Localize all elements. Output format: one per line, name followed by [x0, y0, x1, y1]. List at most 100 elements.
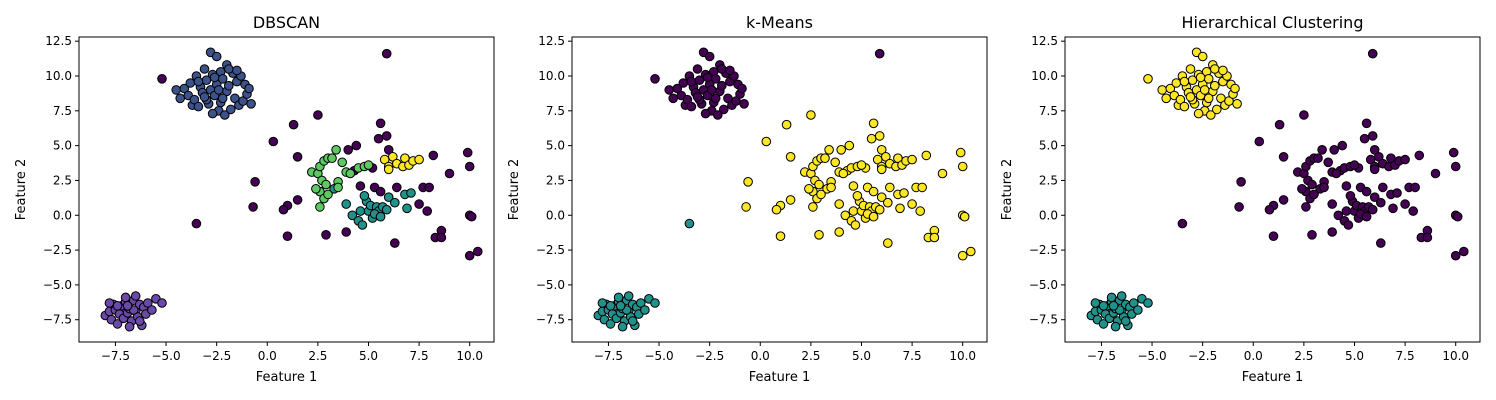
data-point [1129, 298, 1139, 308]
data-point [1274, 119, 1285, 130]
data-point [343, 145, 354, 155]
y-tick-label: 0.0 [546, 208, 565, 222]
series-5 [379, 152, 424, 175]
data-point [1367, 131, 1378, 141]
data-point [1230, 83, 1240, 94]
data-point [1210, 64, 1220, 74]
data-point [1110, 321, 1121, 332]
data-point [702, 72, 713, 83]
y-tick-label: −5.0 [536, 278, 565, 292]
data-point [1301, 202, 1311, 212]
data-point [874, 131, 885, 141]
data-point [179, 83, 190, 94]
data-point [605, 319, 616, 329]
data-point [383, 164, 394, 175]
data-point [719, 104, 729, 115]
data-point [213, 85, 224, 95]
data-point [692, 64, 703, 74]
data-point [650, 298, 660, 308]
data-point [1307, 230, 1317, 240]
y-tick-label: 5.0 [1039, 139, 1058, 153]
data-point [848, 206, 859, 216]
x-tick-label: 0.0 [1244, 349, 1263, 363]
data-point [1203, 93, 1214, 104]
data-point [957, 250, 968, 261]
data-point [868, 186, 879, 197]
data-point [1323, 157, 1333, 168]
data-point [345, 168, 356, 179]
data-point [840, 210, 851, 221]
data-point [1177, 218, 1188, 229]
data-point [775, 231, 786, 241]
data-point [874, 48, 885, 59]
data-point [650, 74, 660, 84]
data-point [1422, 232, 1433, 243]
data-point [1331, 168, 1342, 179]
x-tick-label: 10.0 [456, 349, 483, 363]
data-point [1090, 298, 1101, 308]
x-tick-label: 2.5 [801, 349, 820, 363]
data-point [1171, 78, 1182, 88]
data-point [355, 181, 366, 191]
y-tick-label: 12.5 [538, 34, 565, 48]
data-point [120, 292, 131, 303]
data-point [134, 316, 145, 326]
data-point [436, 232, 447, 243]
data-point [1116, 291, 1127, 301]
data-point [211, 51, 222, 62]
data-point [464, 161, 475, 172]
data-point [1143, 298, 1153, 308]
data-point [1143, 74, 1153, 84]
y-axis-label: Feature 2 [1000, 159, 1015, 221]
y-tick-label: −7.5 [43, 313, 72, 327]
x-axis-label: Feature 1 [256, 370, 318, 385]
data-point [623, 291, 634, 301]
data-point [1185, 92, 1196, 102]
data-point [686, 101, 697, 112]
data-point [957, 161, 968, 172]
data-point [613, 292, 624, 303]
data-point [414, 199, 424, 209]
data-point [706, 85, 717, 95]
data-point [1367, 204, 1378, 215]
data-point [678, 78, 689, 88]
y-tick-label: −5.0 [43, 278, 72, 292]
data-point [224, 64, 234, 74]
y-tick-label: 2.5 [53, 173, 72, 187]
data-point [1459, 246, 1469, 257]
series-2 [171, 47, 256, 120]
data-point [1299, 110, 1309, 120]
data-point [1408, 206, 1418, 216]
data-point [868, 211, 879, 222]
data-point [392, 182, 402, 193]
data-point [444, 168, 455, 179]
data-point [1161, 93, 1171, 104]
data-point [907, 199, 917, 209]
data-point [1236, 177, 1246, 187]
x-tick-label: 7.5 [903, 349, 922, 363]
x-tick-label: −2.5 [695, 349, 724, 363]
data-point [250, 177, 260, 187]
data-point [1278, 152, 1289, 162]
data-point [761, 136, 772, 147]
y-tick-label: −2.5 [1029, 243, 1058, 257]
data-point [672, 83, 683, 94]
data-point [292, 152, 303, 162]
data-point [1361, 211, 1372, 222]
data-point [383, 145, 394, 155]
series-1 [1177, 48, 1469, 261]
data-point [617, 321, 628, 332]
data-point [282, 231, 293, 241]
data-point [1234, 202, 1244, 212]
data-point [428, 150, 439, 161]
data-point [1157, 85, 1167, 95]
y-tick-label: 7.5 [1039, 104, 1058, 118]
data-point [311, 184, 321, 194]
data-point [333, 182, 343, 193]
data-point [1195, 72, 1206, 83]
data-point [850, 220, 861, 230]
data-point [191, 218, 202, 229]
data-point [852, 191, 863, 201]
